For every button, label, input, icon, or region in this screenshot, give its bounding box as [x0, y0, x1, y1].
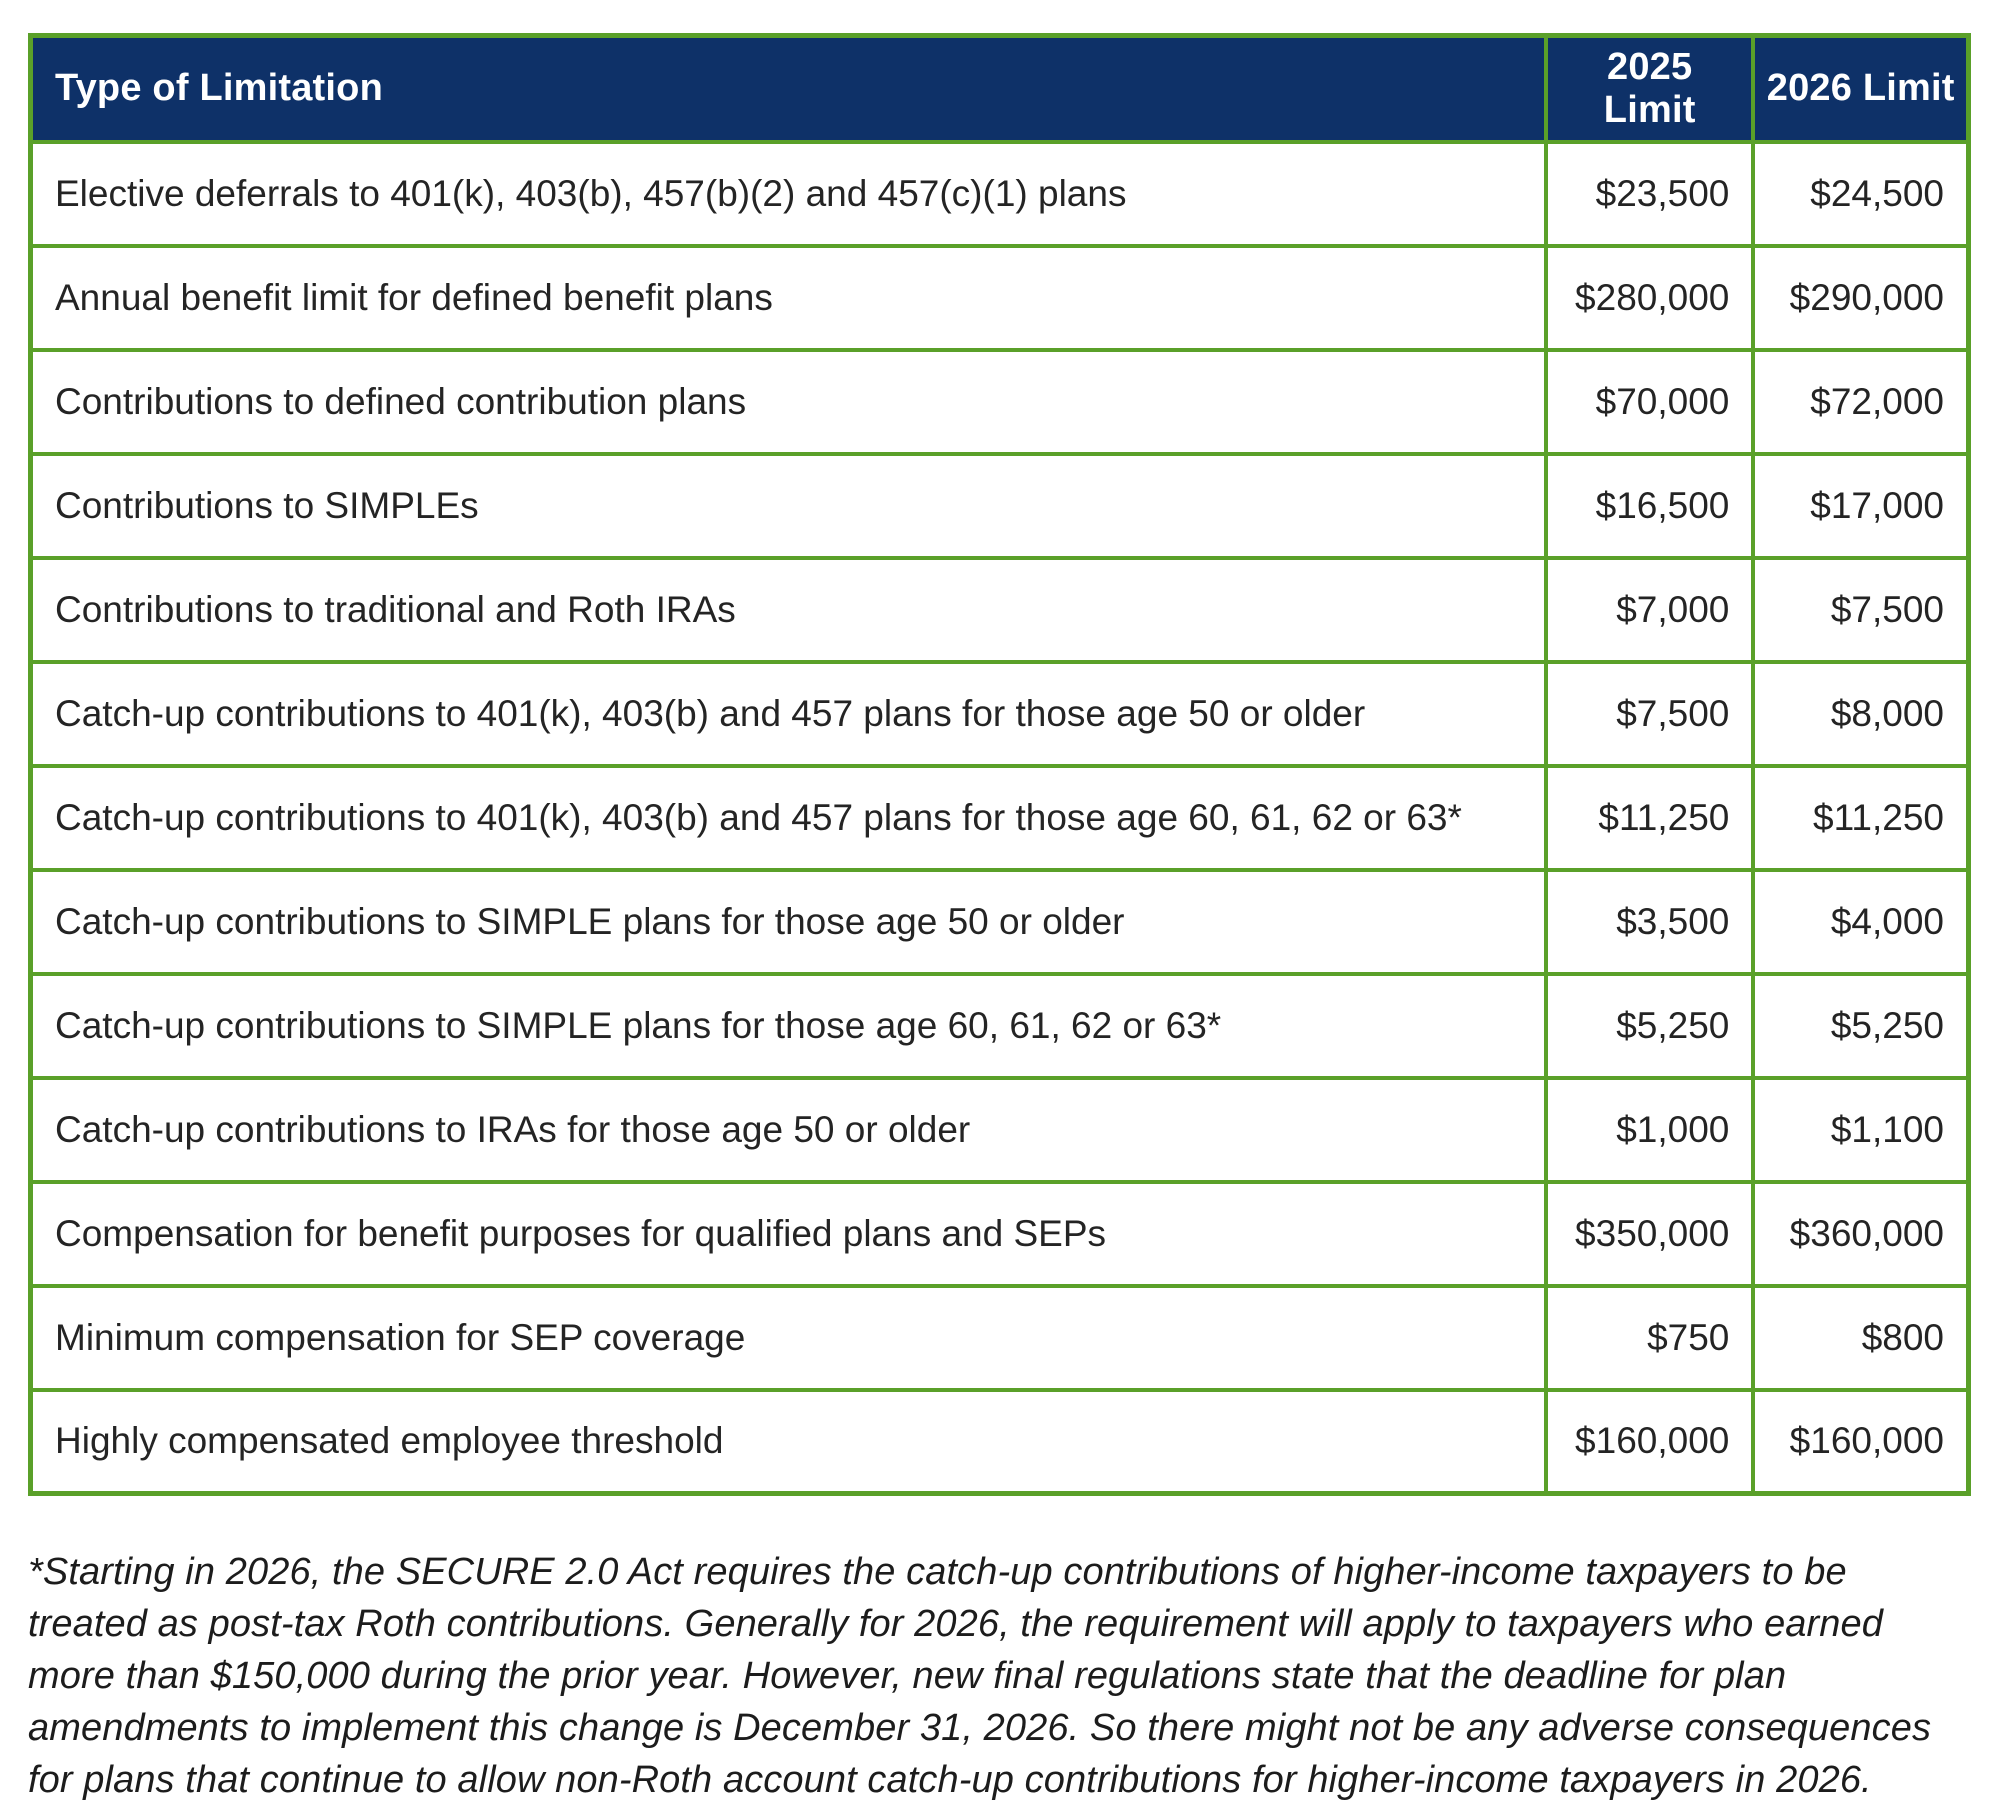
limit-2025-cell: $7,500 [1544, 659, 1756, 768]
limit-2026-cell: $72,000 [1751, 347, 1971, 456]
header-type-of-limitation: Type of Limitation [28, 33, 1549, 144]
limit-2026-cell: $290,000 [1751, 243, 1971, 352]
limit-2026-cell: $5,250 [1751, 971, 1971, 1080]
limit-2025-cell: $16,500 [1544, 451, 1756, 560]
limit-2025-cell: $23,500 [1544, 139, 1756, 248]
table-row: Catch-up contributions to 401(k), 403(b)… [28, 659, 1971, 768]
table-row: Catch-up contributions to IRAs for those… [28, 1075, 1971, 1184]
table-row: Contributions to defined contribution pl… [28, 347, 1971, 456]
table-row: Contributions to traditional and Roth IR… [28, 555, 1971, 664]
table-row: Contributions to SIMPLEs $16,500 $17,000 [28, 451, 1971, 560]
header-2025-limit: 2025 Limit [1544, 33, 1756, 144]
table-row: Annual benefit limit for defined benefit… [28, 243, 1971, 352]
limitation-type-cell: Catch-up contributions to SIMPLE plans f… [28, 971, 1549, 1080]
limit-2025-cell: $750 [1544, 1283, 1756, 1392]
limitation-type-cell: Catch-up contributions to 401(k), 403(b)… [28, 763, 1549, 872]
limit-2025-cell: $11,250 [1544, 763, 1756, 872]
limit-2026-cell: $360,000 [1751, 1179, 1971, 1288]
limit-2025-cell: $350,000 [1544, 1179, 1756, 1288]
header-row: Type of Limitation 2025 Limit 2026 Limit [28, 33, 1971, 144]
limit-2025-cell: $3,500 [1544, 867, 1756, 976]
limitation-type-cell: Annual benefit limit for defined benefit… [28, 243, 1549, 352]
limit-2025-cell: $5,250 [1544, 971, 1756, 1080]
limitation-type-cell: Contributions to SIMPLEs [28, 451, 1549, 560]
table-row: Catch-up contributions to SIMPLE plans f… [28, 867, 1971, 976]
header-2026-limit: 2026 Limit [1751, 33, 1971, 144]
retirement-limits-table: Type of Limitation 2025 Limit 2026 Limit… [28, 33, 1971, 1496]
limitation-type-cell: Minimum compensation for SEP coverage [28, 1283, 1549, 1392]
table-row: Catch-up contributions to 401(k), 403(b)… [28, 763, 1971, 872]
table-row: Elective deferrals to 401(k), 403(b), 45… [28, 139, 1971, 248]
limit-2026-cell: $1,100 [1751, 1075, 1971, 1184]
table-row: Minimum compensation for SEP coverage $7… [28, 1283, 1971, 1392]
limit-2026-cell: $11,250 [1751, 763, 1971, 872]
limit-2026-cell: $7,500 [1751, 555, 1971, 664]
limit-2026-cell: $17,000 [1751, 451, 1971, 560]
limit-2026-cell: $160,000 [1751, 1387, 1971, 1496]
limitation-type-cell: Elective deferrals to 401(k), 403(b), 45… [28, 139, 1549, 248]
limit-2025-cell: $1,000 [1544, 1075, 1756, 1184]
limitation-type-cell: Contributions to defined contribution pl… [28, 347, 1549, 456]
limits-table-body: Elective deferrals to 401(k), 403(b), 45… [28, 139, 1971, 1496]
table-row: Highly compensated employee threshold $1… [28, 1387, 1971, 1496]
secure-act-footnote: *Starting in 2026, the SECURE 2.0 Act re… [28, 1551, 1932, 1801]
limitation-type-cell: Catch-up contributions to SIMPLE plans f… [28, 867, 1549, 976]
limitation-type-cell: Highly compensated employee threshold [28, 1387, 1549, 1496]
table-row: Catch-up contributions to SIMPLE plans f… [28, 971, 1971, 1080]
limitation-type-cell: Catch-up contributions to 401(k), 403(b)… [28, 659, 1549, 768]
limit-2026-cell: $4,000 [1751, 867, 1971, 976]
limit-2026-cell: $800 [1751, 1283, 1971, 1392]
limit-2025-cell: $7,000 [1544, 555, 1756, 664]
limit-2025-cell: $160,000 [1544, 1387, 1756, 1496]
limit-2025-cell: $280,000 [1544, 243, 1756, 352]
limit-2026-cell: $8,000 [1751, 659, 1971, 768]
limitation-type-cell: Compensation for benefit purposes for qu… [28, 1179, 1549, 1288]
limit-2026-cell: $24,500 [1751, 139, 1971, 248]
limitation-type-cell: Contributions to traditional and Roth IR… [28, 555, 1549, 664]
limit-2025-cell: $70,000 [1544, 347, 1756, 456]
table-row: Compensation for benefit purposes for qu… [28, 1179, 1971, 1288]
table-header: Type of Limitation 2025 Limit 2026 Limit [28, 33, 1971, 144]
limitation-type-cell: Catch-up contributions to IRAs for those… [28, 1075, 1549, 1184]
